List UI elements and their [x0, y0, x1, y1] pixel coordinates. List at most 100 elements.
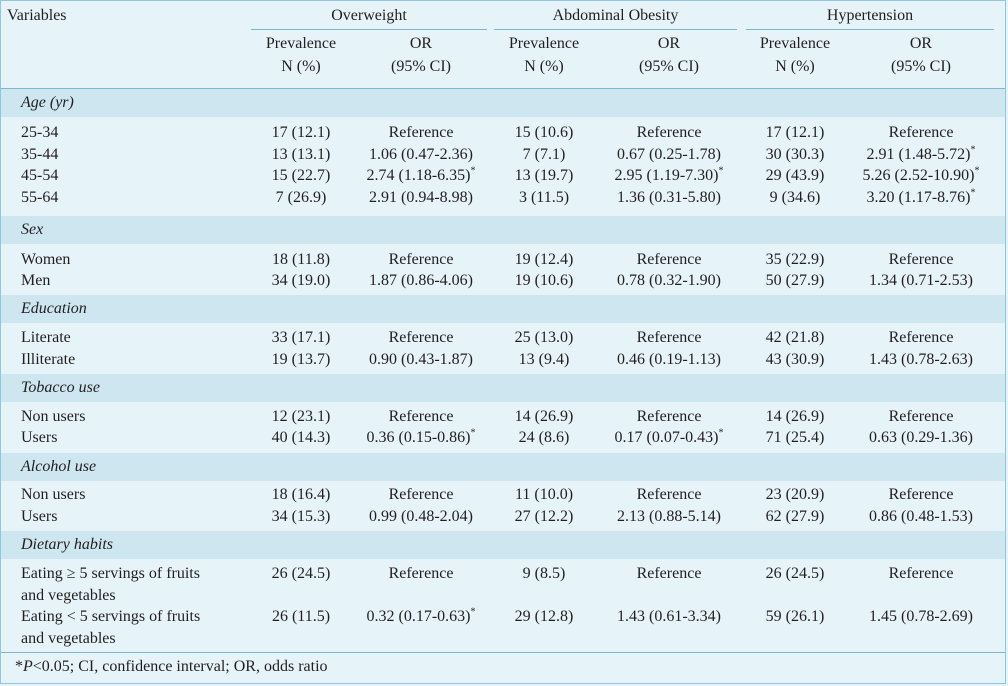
cell-value: 11 (10.0): [514, 486, 574, 503]
cell-value: 26 (24.5): [765, 565, 825, 582]
or-subheader-line1: OR: [657, 35, 681, 52]
cell-value: 17 (12.1): [271, 124, 331, 141]
or-cell: 2.91 (0.94-8.98): [346, 187, 496, 209]
or-cell: 1.87 (0.86-4.06): [346, 270, 496, 292]
or-cell: Reference: [594, 249, 744, 271]
row-label: Illiterate: [21, 351, 76, 368]
or-cell: Reference: [846, 484, 996, 506]
cell-value: 29 (43.9): [765, 167, 825, 184]
or-cell: 0.90 (0.43-1.87): [346, 349, 496, 371]
cell-value: 3.20 (1.17-8.76): [866, 189, 971, 206]
header-bottom-rule: [1, 88, 1005, 89]
cell-value: 29 (12.8): [514, 608, 574, 625]
cell-value: 17 (12.1): [765, 124, 825, 141]
cell-value: Reference: [636, 251, 702, 268]
or-cell: Reference: [346, 563, 496, 585]
or-cell: 2.13 (0.88-5.14): [594, 506, 744, 528]
cell-value: 40 (14.3): [271, 429, 331, 446]
cell-value: 1.43 (0.78-2.63): [869, 351, 973, 368]
or-cell: Reference: [594, 327, 744, 349]
cell-value: 9 (34.6): [769, 189, 821, 206]
cell-value: 5.26 (2.52-10.90): [862, 167, 975, 184]
hypertension-rule: [746, 29, 994, 30]
section-band: Tobacco use: [1, 374, 1005, 402]
prevalence-cell: 29 (43.9): [720, 165, 870, 187]
cell-value: 7 (26.9): [275, 189, 327, 206]
cell-value: 13 (9.4): [518, 351, 570, 368]
prevalence-cell: 18 (11.8): [226, 249, 376, 271]
section-band: Age (yr): [1, 89, 1005, 117]
prevalence-cell: 26 (24.5): [226, 563, 376, 585]
cell-value: 0.17 (0.07-0.43): [614, 429, 719, 446]
section-title: Dietary habits: [21, 536, 113, 553]
cell-value: 15 (22.7): [271, 167, 331, 184]
cell-value: 18 (11.8): [271, 251, 331, 268]
row-label: 25-34: [21, 124, 59, 141]
cell-value: 2.95 (1.19-7.30): [614, 167, 719, 184]
significance-mark: *: [718, 427, 724, 439]
section-title: Tobacco use: [21, 379, 100, 396]
prevalence-cell: 9 (8.5): [469, 563, 619, 585]
cell-value: 1.06 (0.47-2.36): [369, 146, 473, 163]
cell-value: 19 (13.7): [271, 351, 331, 368]
cell-value: 23 (20.9): [765, 486, 825, 503]
prevalence-cell: 14 (26.9): [720, 406, 870, 428]
footer-rule: [1, 652, 1005, 653]
prevalence-cell: 35 (22.9): [720, 249, 870, 271]
or-cell: 1.06 (0.47-2.36): [346, 144, 496, 166]
cell-value: 1.87 (0.86-4.06): [369, 272, 473, 289]
prevalence-cell: 62 (27.9): [720, 506, 870, 528]
cell-value: Reference: [888, 329, 954, 346]
or-cell: 0.46 (0.19-1.13): [594, 349, 744, 371]
or-cell: 1.34 (0.71-2.53): [846, 270, 996, 292]
row-label: 55-64: [21, 189, 59, 206]
cell-value: Reference: [388, 329, 454, 346]
prevalence-cell: 15 (22.7): [226, 165, 376, 187]
cell-value: Reference: [388, 251, 454, 268]
or-cell: 1.36 (0.31-5.80): [594, 187, 744, 209]
cell-value: 14 (26.9): [765, 408, 825, 425]
row-label: Non users: [21, 486, 86, 503]
or-cell: 2.91 (1.48-5.72)*: [846, 144, 996, 166]
prevalence-cell: 33 (17.1): [226, 327, 376, 349]
section-band: Dietary habits: [1, 531, 1005, 559]
prevalence-cell: 13 (13.1): [226, 144, 376, 166]
section-title: Alcohol use: [21, 458, 97, 475]
prevalence-cell: 7 (7.1): [469, 144, 619, 166]
prevalence-cell: 23 (20.9): [720, 484, 870, 506]
cell-value: 26 (24.5): [271, 565, 331, 582]
significance-mark: *: [974, 165, 980, 177]
cell-value: 3 (11.5): [518, 189, 570, 206]
cell-value: Reference: [636, 486, 702, 503]
cell-value: 2.13 (0.88-5.14): [617, 508, 721, 525]
significance-mark: *: [970, 144, 976, 156]
or-cell: Reference: [346, 327, 496, 349]
cell-value: Reference: [888, 408, 954, 425]
significance-mark: *: [970, 187, 976, 199]
prevalence-cell: 34 (19.0): [226, 270, 376, 292]
or-cell: 0.99 (0.48-2.04): [346, 506, 496, 528]
row-label: Non users: [21, 408, 86, 425]
or-cell: 1.45 (0.78-2.69): [846, 606, 996, 628]
or-subheader-line1: OR: [409, 35, 433, 52]
cell-value: 25 (13.0): [514, 329, 574, 346]
cell-value: 0.78 (0.32-1.90): [617, 272, 721, 289]
or-cell: 3.20 (1.17-8.76)*: [846, 187, 996, 209]
section-band: Education: [1, 295, 1005, 323]
section-title: Age (yr): [21, 94, 74, 111]
or-cell: Reference: [846, 249, 996, 271]
cell-value: 12 (23.1): [271, 408, 331, 425]
row-label: Users: [21, 429, 58, 446]
or-cell: Reference: [594, 563, 744, 585]
cell-value: 0.67 (0.25-1.78): [617, 146, 721, 163]
prevalence-cell: 25 (13.0): [469, 327, 619, 349]
row-label: Women: [21, 251, 71, 268]
row-label: Eating ≥ 5 servings of fruits: [21, 565, 200, 582]
cell-value: 13 (19.7): [514, 167, 574, 184]
cell-value: 14 (26.9): [514, 408, 574, 425]
section-title: Sex: [21, 221, 44, 238]
cell-value: 0.46 (0.19-1.13): [617, 351, 721, 368]
or-cell: Reference: [594, 122, 744, 144]
cell-value: Reference: [388, 565, 454, 582]
